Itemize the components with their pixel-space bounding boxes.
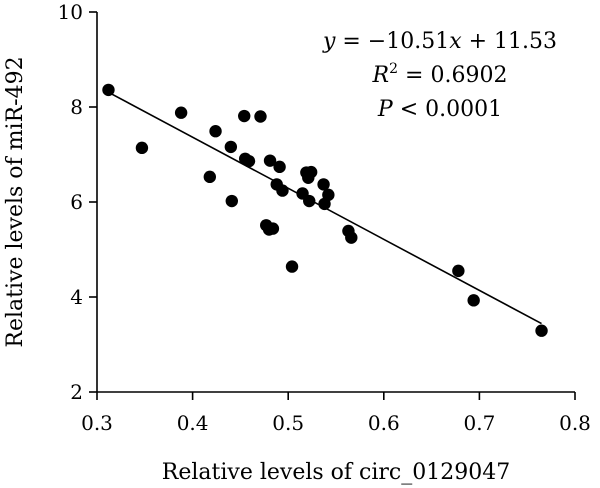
y-tick-label: 6 — [70, 190, 83, 214]
data-point — [263, 154, 277, 167]
p-symbol: P — [377, 97, 394, 122]
x-tick-label: 0.7 — [463, 411, 495, 435]
y-tick-label: 4 — [70, 285, 83, 309]
eq-y-symbol: y — [322, 29, 336, 54]
x-tick-label: 0.6 — [368, 411, 400, 435]
x-tick-label: 0.5 — [272, 411, 304, 435]
r-squared: R2 = 0.6902 — [372, 61, 508, 88]
data-point — [135, 141, 149, 155]
data-point — [224, 140, 238, 154]
p-value-text: < 0.0001 — [393, 97, 502, 122]
data-point — [285, 260, 299, 273]
data-point — [322, 188, 335, 202]
eq-intercept: + 11.53 — [462, 29, 557, 54]
y-tick-label: 8 — [70, 95, 83, 119]
x-tick-label: 0.3 — [81, 411, 113, 435]
data-point — [304, 165, 318, 179]
data-point — [317, 178, 330, 191]
data-point — [467, 294, 480, 307]
data-point — [303, 194, 316, 208]
x-axis-title: Relative levels of circ_0129047 — [162, 460, 510, 485]
y-tick-label: 10 — [58, 0, 83, 24]
eq-x-symbol: x — [449, 29, 462, 54]
r-superscript: 2 — [389, 61, 398, 77]
p-value: P < 0.0001 — [377, 97, 502, 122]
data-point — [242, 154, 256, 168]
data-points — [102, 83, 548, 337]
data-point — [266, 222, 280, 235]
data-point — [254, 110, 267, 123]
data-point — [238, 109, 251, 123]
data-point — [273, 160, 286, 174]
data-point — [174, 106, 188, 119]
y-ticks: 2 4 6 8 10 — [58, 0, 97, 404]
x-tick-label: 0.4 — [177, 411, 209, 435]
x-ticks: 0.3 0.4 0.5 0.6 0.7 0.8 — [81, 392, 591, 435]
data-point — [209, 125, 222, 138]
data-point — [225, 194, 238, 208]
regression-equation: y = −10.51x + 11.53 — [322, 29, 557, 54]
data-point — [345, 231, 358, 244]
x-tick-label: 0.8 — [559, 411, 591, 435]
r-symbol: R — [372, 63, 390, 88]
data-point — [535, 324, 548, 337]
data-point — [276, 184, 289, 197]
y-tick-label: 2 — [70, 380, 83, 404]
data-point — [102, 83, 115, 97]
r-squared-value: = 0.6902 — [398, 63, 507, 88]
eq-slope: = −10.51 — [335, 29, 449, 54]
data-point — [203, 170, 217, 184]
y-axis-title: Relative levels of miR-492 — [3, 56, 28, 347]
data-point — [452, 264, 465, 278]
